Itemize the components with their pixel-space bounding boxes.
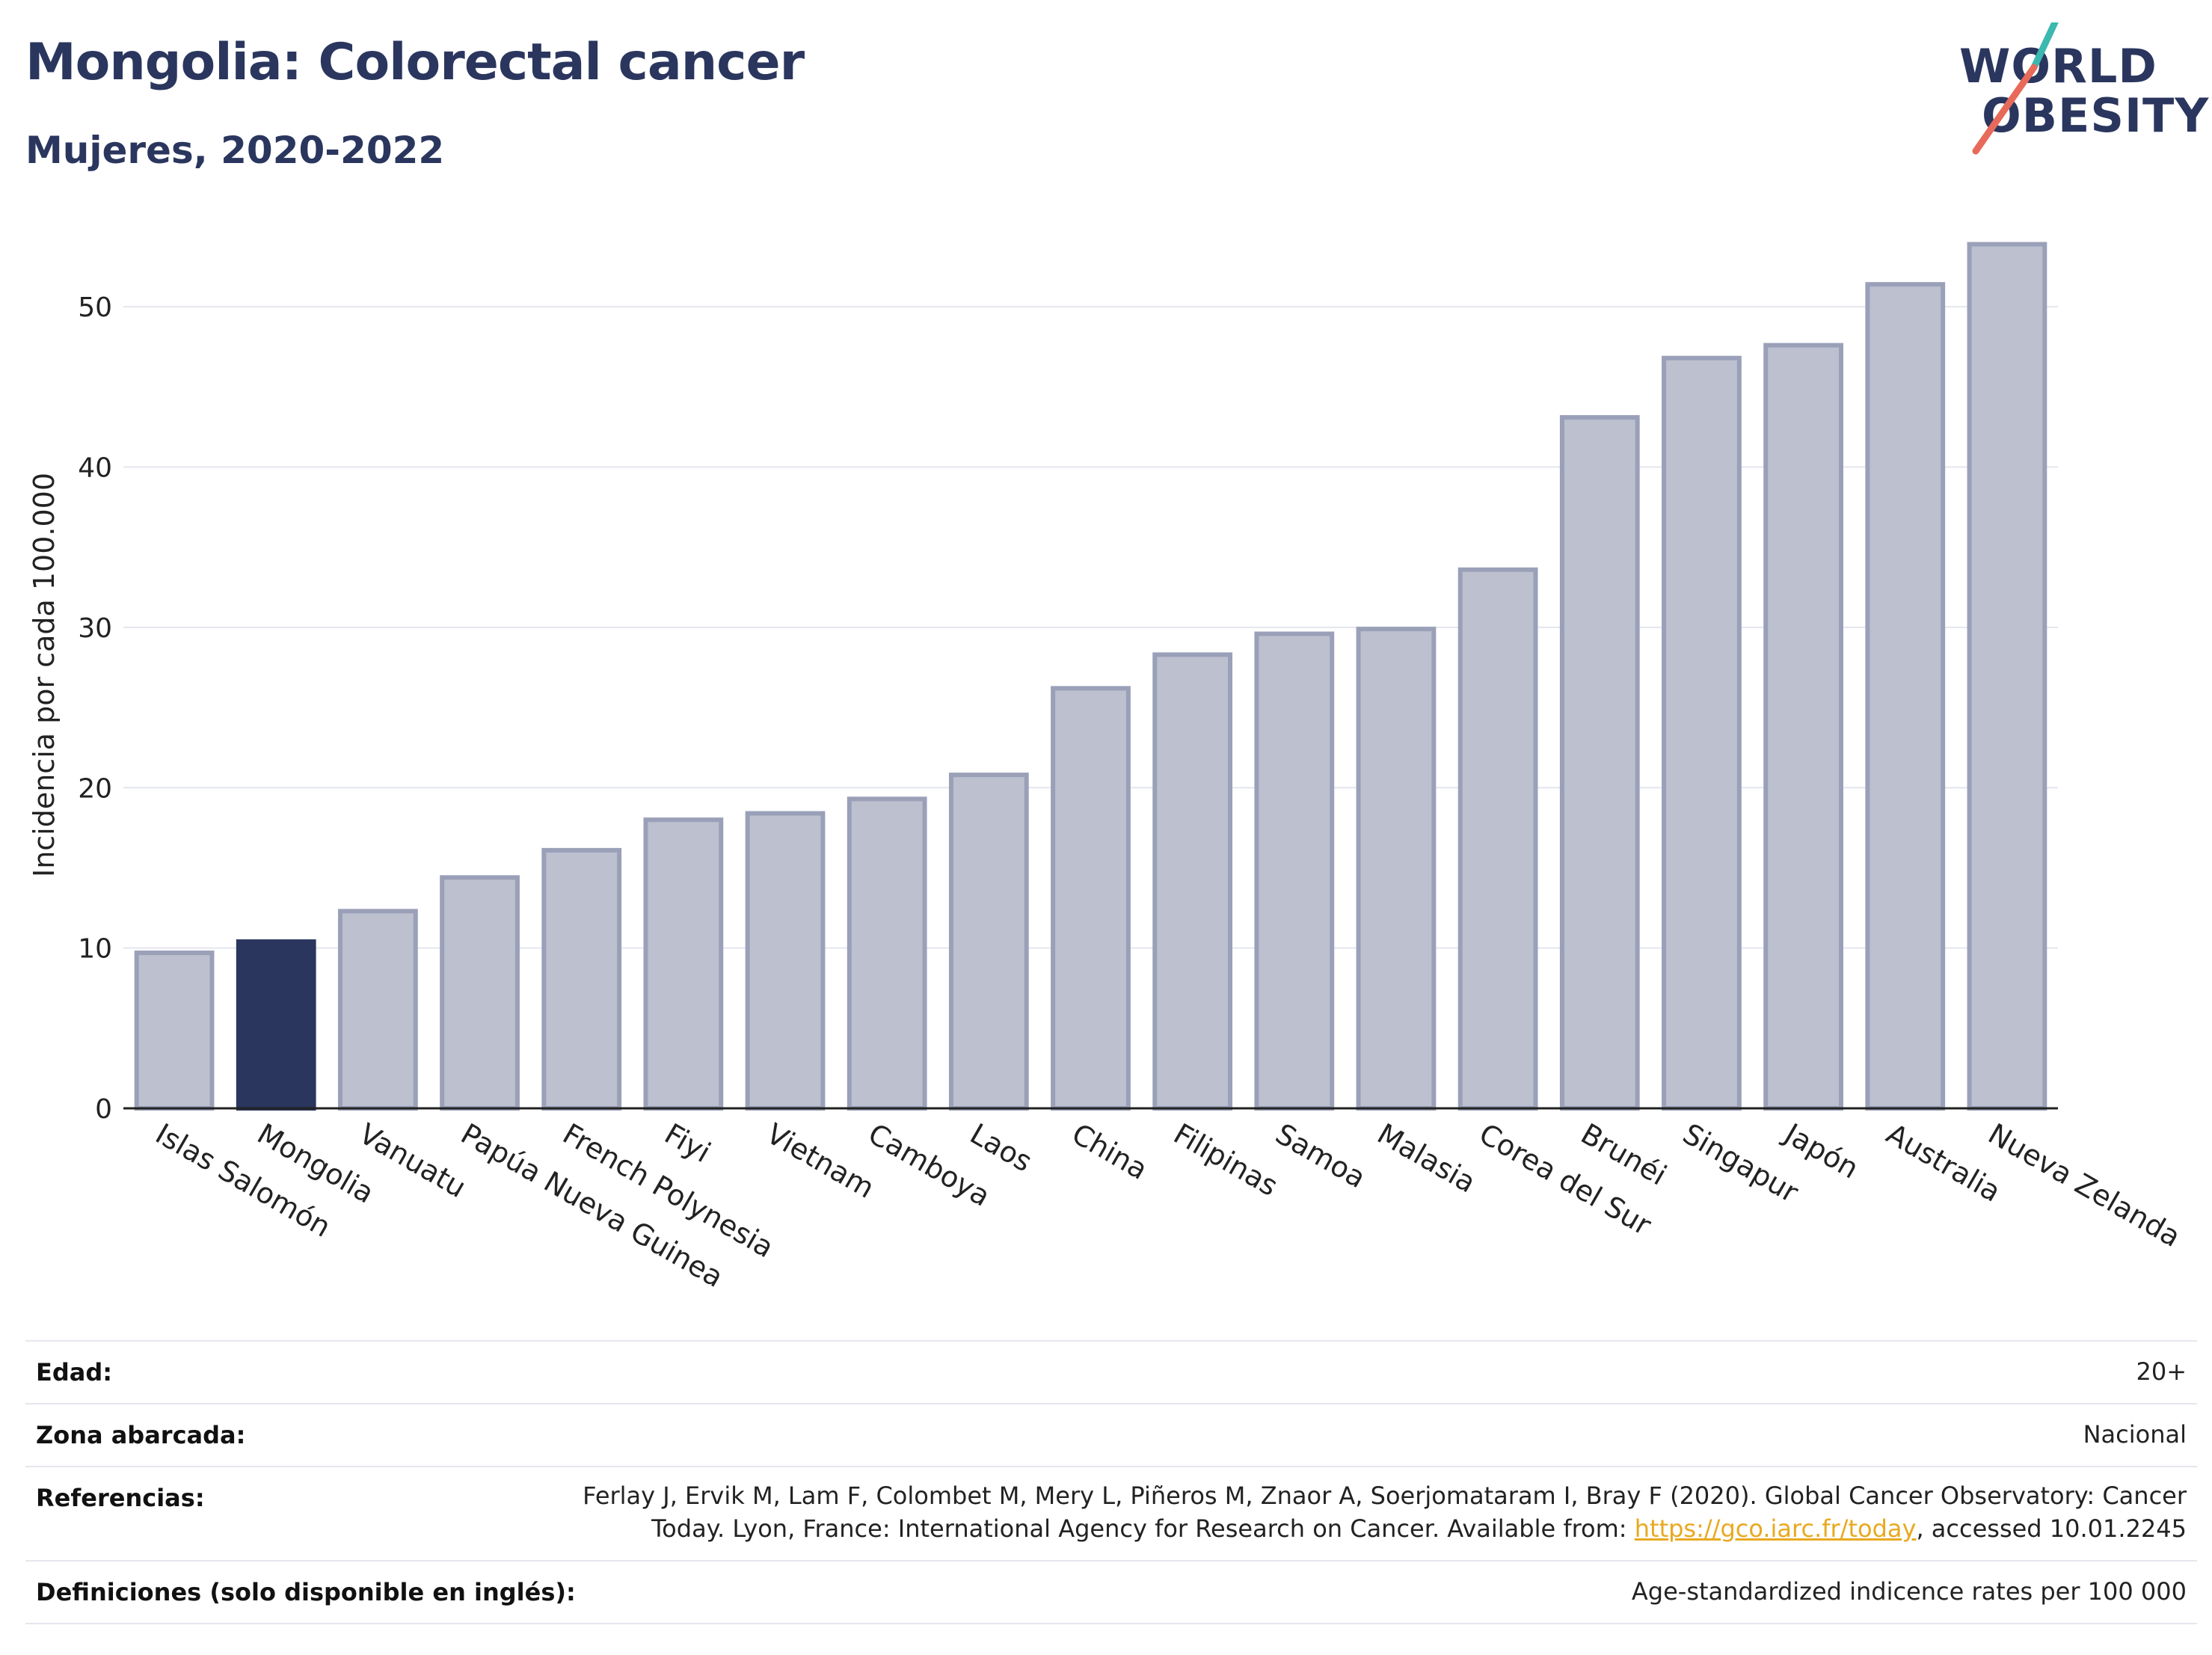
x-tick-label: Malasia xyxy=(1371,1117,1481,1200)
table-row-zona: Zona abarcada: Nacional xyxy=(25,1403,2197,1466)
x-tick-label: Australia xyxy=(1881,1117,2006,1209)
bar-papúa-nueva-guinea xyxy=(440,875,520,1111)
referencias-line-1: Ferlay J, Ervik M, Lam F, Colombet M, Me… xyxy=(583,1481,2187,1510)
x-tick-label: Islas Salomón xyxy=(150,1117,337,1244)
x-tick-label: Vietnam xyxy=(761,1117,880,1205)
bar-filipinas xyxy=(1152,652,1233,1111)
zona-value: Nacional xyxy=(2083,1420,2187,1449)
bar-malasia xyxy=(1356,627,1437,1111)
x-tick-label: Fiyi xyxy=(659,1117,716,1169)
bar-nueva-zelanda xyxy=(1967,242,2047,1111)
table-row-definiciones: Definiciones (solo disponible en inglés)… xyxy=(25,1560,2197,1624)
y-axis-label: Incidencia por cada 100.000 xyxy=(28,473,61,877)
world-obesity-logo: WORLD OBESITY xyxy=(1959,22,2210,157)
bar-vietnam xyxy=(745,811,826,1111)
definiciones-label: Definiciones (solo disponible en inglés)… xyxy=(36,1578,576,1606)
bar-samoa xyxy=(1254,631,1335,1111)
chart-subtitle: Mujeres, 2020-2022 xyxy=(25,129,445,172)
bar-camboya xyxy=(847,796,927,1111)
zona-label: Zona abarcada: xyxy=(36,1421,246,1449)
referencias-line-2-post: , accessed 10.01.2245 xyxy=(1916,1514,2187,1543)
y-tick-label: 10 xyxy=(78,934,112,965)
definiciones-value: Age-standardized indicence rates per 100… xyxy=(1631,1577,2187,1606)
bar-laos xyxy=(948,773,1029,1111)
x-tick-label: Samoa xyxy=(1270,1117,1371,1195)
bar-japón xyxy=(1763,343,1843,1111)
edad-label: Edad: xyxy=(36,1358,113,1387)
logo-line-2: OBESITY xyxy=(1982,88,2210,143)
reference-link[interactable]: https://gco.iarc.fr/today xyxy=(1634,1514,1917,1543)
bars xyxy=(134,242,2047,1111)
metadata-table: Edad: 20+ Zona abarcada: Nacional Refere… xyxy=(25,1340,2197,1624)
bar-vanuatu xyxy=(338,909,418,1111)
x-tick-label: Filipinas xyxy=(1168,1117,1283,1203)
y-tick-label: 30 xyxy=(78,613,112,644)
x-tick-label: Corea del Sur xyxy=(1474,1117,1657,1242)
y-tick-label: 0 xyxy=(95,1094,112,1125)
y-tick-label: 50 xyxy=(78,292,112,323)
bar-mongolia xyxy=(236,939,316,1111)
referencias-line-2: Today. Lyon, France: International Agenc… xyxy=(583,1512,2187,1545)
table-row-edad: Edad: 20+ xyxy=(25,1340,2197,1403)
chart-title: Mongolia: Colorectal cancer xyxy=(25,33,805,92)
edad-value: 20+ xyxy=(2136,1357,2187,1386)
referencias-line-2-pre: Today. Lyon, France: International Agenc… xyxy=(651,1514,1635,1543)
x-tick-label: Nueva Zelanda xyxy=(1982,1117,2186,1253)
logo-line-1: WORLD xyxy=(1959,39,2157,93)
y-tick-labels: 0 10 20 30 40 50 xyxy=(78,292,112,1125)
logo-slash-icon xyxy=(1972,22,2059,155)
bar-corea-del-sur xyxy=(1457,567,1538,1111)
bar-brunéi xyxy=(1559,415,1640,1111)
x-tick-label: Singapur xyxy=(1677,1117,1804,1209)
bar-china xyxy=(1051,686,1131,1111)
x-tick-label: Laos xyxy=(965,1117,1038,1179)
bar-french-polynesia xyxy=(541,847,622,1111)
referencias-label: Referencias: xyxy=(36,1484,205,1512)
bar-chart: 0 10 20 30 40 50 Islas SalomónMongoliaVanuatu… xyxy=(28,242,2187,1294)
bar-islas-salomón xyxy=(134,951,215,1111)
x-tick-label: China xyxy=(1066,1117,1153,1186)
table-row-referencias: Referencias: Ferlay J, Ervik M, Lam F, C… xyxy=(25,1466,2197,1560)
bar-australia xyxy=(1865,282,1946,1111)
y-tick-label: 40 xyxy=(78,453,112,484)
bar-singapur xyxy=(1662,355,1742,1111)
referencias-value: Ferlay J, Ervik M, Lam F, Colombet M, Me… xyxy=(583,1479,2187,1545)
y-tick-label: 20 xyxy=(78,773,112,804)
bar-fiyi xyxy=(643,817,724,1111)
